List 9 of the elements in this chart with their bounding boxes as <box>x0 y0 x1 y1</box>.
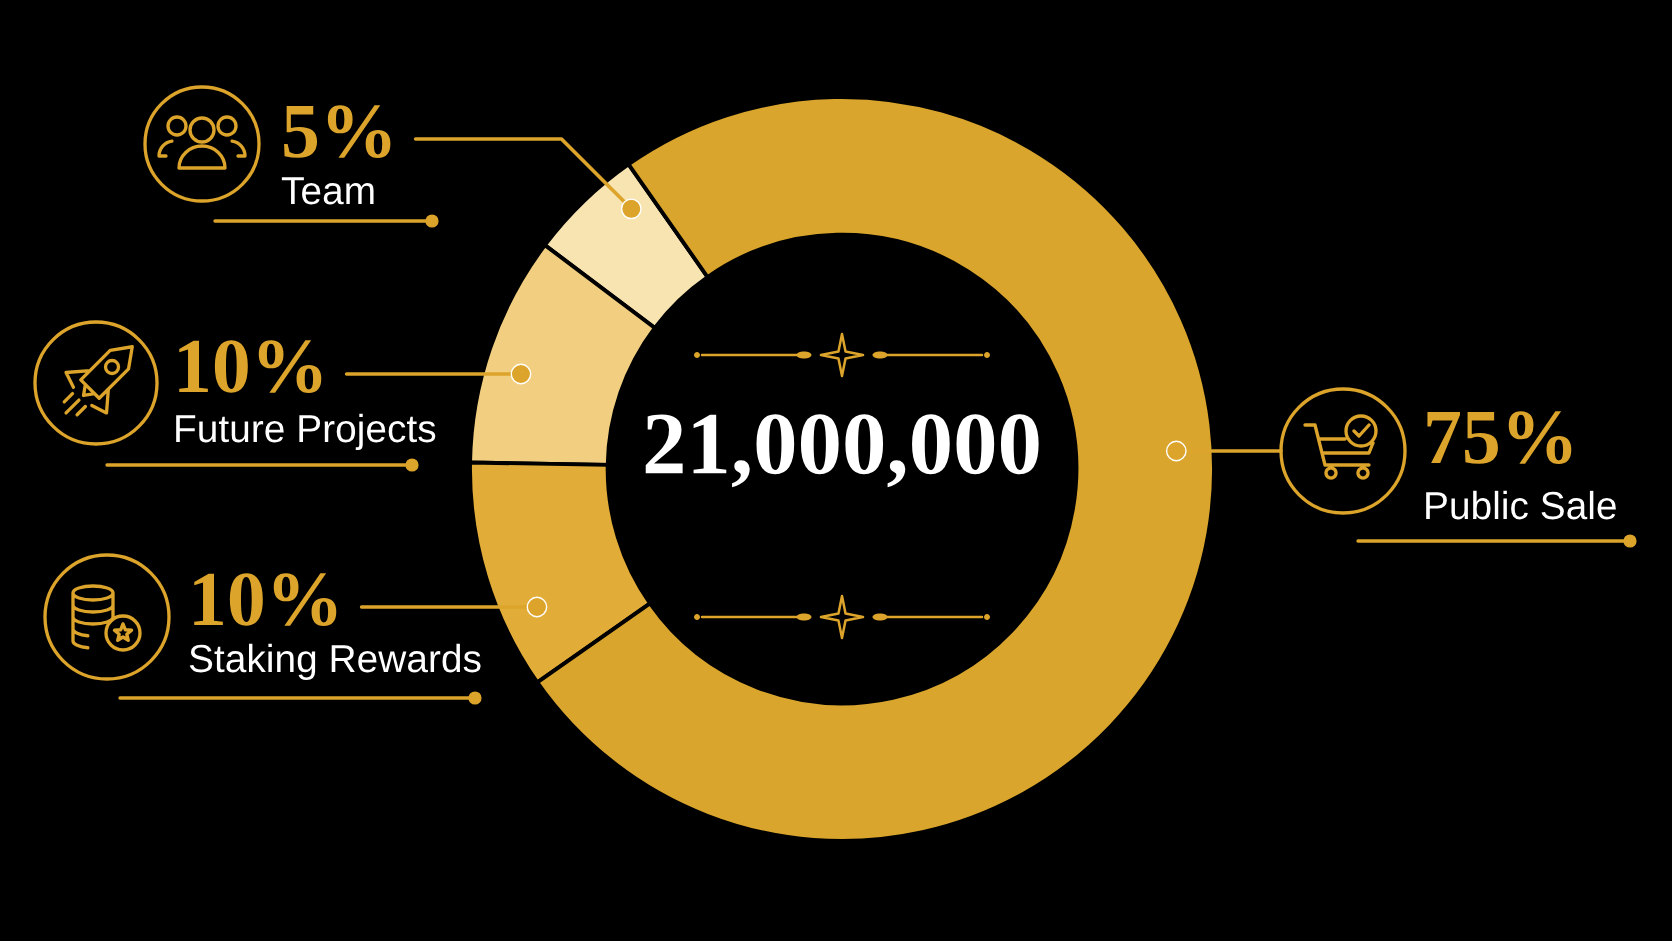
data-label: 10% <box>179 340 322 394</box>
slice-label: Public Sale <box>1426 490 1616 520</box>
slice-label: Staking Rewards <box>189 643 481 681</box>
slice-label: Future Projects <box>176 413 436 451</box>
text: 21,000,000 <box>645 414 1039 488</box>
data-label: 10% <box>194 573 337 627</box>
slice-label: Team <box>281 177 374 205</box>
data-label: 5% <box>284 105 391 159</box>
data-label: 75% <box>1427 411 1572 465</box>
